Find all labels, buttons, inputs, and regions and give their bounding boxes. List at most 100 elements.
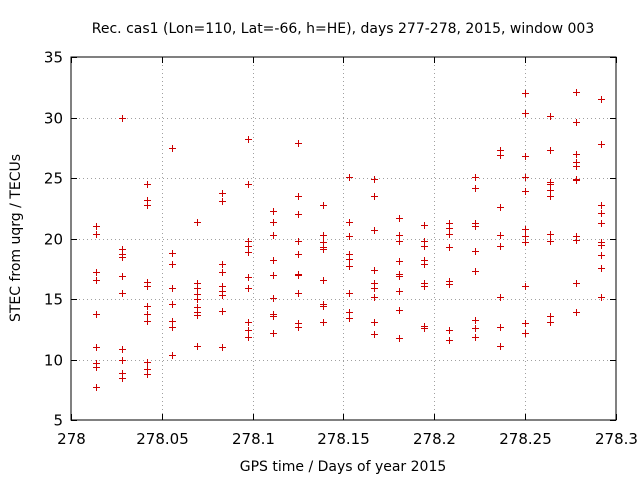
data-point (194, 296, 201, 303)
data-point (245, 243, 252, 250)
data-point (346, 315, 353, 322)
data-point (371, 285, 378, 292)
y-axis-label: STEC from uqrg / TECUs (8, 154, 24, 322)
data-point (522, 153, 529, 160)
x-tick-label: 278.05 (136, 430, 189, 448)
data-point (547, 181, 554, 188)
data-point (497, 152, 504, 159)
chart-title: Rec. cas1 (Lon=110, Lat=-66, h=HE), days… (92, 21, 594, 37)
data-point (346, 256, 353, 263)
data-point (93, 384, 100, 391)
data-point (144, 359, 151, 366)
data-point (573, 177, 580, 184)
data-point (396, 335, 403, 342)
data-point (497, 243, 504, 250)
data-point (320, 232, 327, 239)
data-point (320, 277, 327, 284)
data-point (194, 285, 201, 292)
data-point (472, 334, 479, 341)
data-point (119, 115, 126, 122)
data-point (169, 324, 176, 331)
data-point (472, 248, 479, 255)
data-point (598, 96, 605, 103)
data-point (371, 176, 378, 183)
data-point (194, 343, 201, 350)
y-tick-label: 5 (53, 412, 63, 430)
data-point (371, 319, 378, 326)
x-tick-label: 278.2 (413, 430, 456, 448)
data-point (346, 219, 353, 226)
data-point (396, 238, 403, 245)
data-point (522, 283, 529, 290)
data-point (144, 311, 151, 318)
data-point (295, 140, 302, 147)
data-point (245, 181, 252, 188)
data-point (547, 313, 554, 320)
data-point (169, 145, 176, 152)
data-point (93, 231, 100, 238)
data-point (169, 301, 176, 308)
data-point (522, 90, 529, 97)
y-tick-label: 20 (44, 231, 63, 249)
y-tick-label: 15 (44, 291, 63, 309)
data-point (346, 233, 353, 240)
data-point (93, 311, 100, 318)
data-point (169, 285, 176, 292)
y-tick-label: 10 (44, 352, 63, 370)
data-point (245, 334, 252, 341)
data-point (522, 110, 529, 117)
data-point (144, 283, 151, 290)
data-point (144, 303, 151, 310)
data-point (245, 285, 252, 292)
data-point (522, 188, 529, 195)
data-point (270, 313, 277, 320)
data-point (573, 119, 580, 126)
data-point (522, 330, 529, 337)
data-point (472, 325, 479, 332)
x-tick-label: 278 (57, 430, 86, 448)
data-point (371, 267, 378, 274)
y-tick-label: 30 (44, 110, 63, 128)
data-point (472, 174, 479, 181)
data-point (446, 327, 453, 334)
y-tick-label: 35 (44, 49, 63, 67)
data-point (119, 357, 126, 364)
data-point (573, 309, 580, 316)
data-point (497, 204, 504, 211)
data-point (320, 319, 327, 326)
data-point (472, 268, 479, 275)
data-point (598, 242, 605, 249)
data-point (421, 283, 428, 290)
data-point (144, 202, 151, 209)
data-point (295, 238, 302, 245)
data-point (522, 233, 529, 240)
x-tick-label: 278.15 (317, 430, 370, 448)
data-point (497, 232, 504, 239)
data-point (219, 292, 226, 299)
x-tick-label: 278.25 (499, 430, 552, 448)
data-point (598, 294, 605, 301)
data-point (270, 208, 277, 215)
data-point (346, 309, 353, 316)
data-point (295, 272, 302, 279)
data-point (194, 219, 201, 226)
data-point (573, 280, 580, 287)
data-point (245, 249, 252, 256)
data-point (421, 325, 428, 332)
data-point (270, 295, 277, 302)
grid (71, 57, 616, 420)
data-point (295, 251, 302, 258)
data-point (93, 344, 100, 351)
data-point (396, 215, 403, 222)
x-tick-label: 278.1 (232, 430, 275, 448)
data-point (346, 174, 353, 181)
data-point (547, 147, 554, 154)
data-point (371, 294, 378, 301)
data-point (169, 250, 176, 257)
data-point (396, 232, 403, 239)
data-points (93, 89, 605, 391)
data-point (119, 273, 126, 280)
data-point (472, 317, 479, 324)
data-point (320, 303, 327, 310)
